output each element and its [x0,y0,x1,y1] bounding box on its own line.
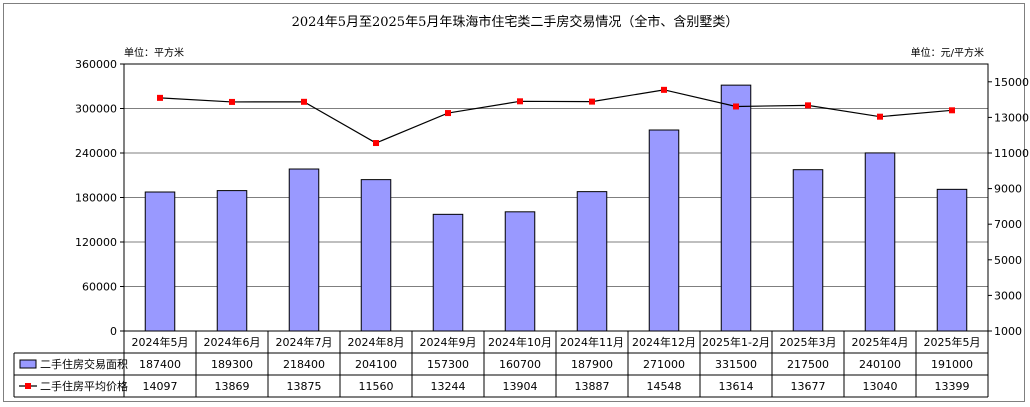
table-cell-area: 189300 [211,358,253,371]
table-cell-price: 11560 [359,380,394,393]
left-tick-label: 0 [110,325,117,338]
legend-label-price: 二手住房平均价格 [40,379,128,393]
price-marker [877,113,883,120]
price-marker [589,98,595,105]
bar [936,188,968,332]
category-label: 2024年10月 [488,335,552,349]
table-cell-area: 331500 [715,358,757,371]
table-cell-price: 13040 [863,380,898,393]
table-cell-area: 217500 [787,358,829,371]
right-tick-label: 13000 [994,111,1029,124]
price-marker [805,102,811,109]
price-marker [157,94,163,101]
bar [144,191,176,332]
category-label: 2024年11月 [560,335,624,349]
bar [216,190,248,332]
bars-group [144,84,968,332]
bar [720,84,752,332]
legend-label-area: 二手住房交易面积 [40,357,128,371]
table-cell-area: 204100 [355,358,397,371]
bar [576,191,608,332]
right-tick-label: 5000 [994,254,1022,267]
table-cell-area: 187400 [139,358,181,371]
table-cell-price: 13244 [431,380,466,393]
right-tick-label: 9000 [994,183,1022,196]
bar [864,152,896,332]
price-marker [517,98,523,105]
table-cell-area: 218400 [283,358,325,371]
price-line [159,89,953,144]
table-cell-price: 13399 [935,380,970,393]
right-tick-label: 3000 [994,289,1022,302]
table-cell-price: 13869 [215,380,250,393]
table-cell-price: 13677 [791,380,826,393]
table-cell-area: 191000 [931,358,973,371]
legend-swatch-area [19,359,37,369]
table-cell-price: 14097 [143,380,178,393]
chart-frame [3,3,1025,402]
right-tick-label: 1000 [994,325,1022,338]
category-label: 2024年6月 [204,335,261,349]
category-label: 2024年5月 [132,335,189,349]
table-cell-area: 271000 [643,358,685,371]
bar [288,168,320,332]
table-cell-price: 13614 [719,380,754,393]
bar [504,211,536,332]
category-label: 2024年7月 [276,335,333,349]
legend-swatch-price-marker [25,383,31,389]
price-marker [229,98,235,105]
price-marker [661,86,667,93]
table-cell-area: 157300 [427,358,469,371]
left-tick-label: 60000 [82,281,117,294]
table-cell-area: 160700 [499,358,541,371]
table-cell-area: 187900 [571,358,613,371]
category-label: 2024年8月 [348,335,405,349]
category-label: 2025年3月 [780,335,837,349]
chart-title: 2024年5月至2025年5月年珠海市住宅类二手房交易情况（全市、含别墅类） [292,14,739,30]
right-tick-label: 11000 [994,147,1029,160]
category-label: 2024年12月 [632,335,696,349]
left-tick-label: 180000 [75,192,117,205]
bar [432,213,464,332]
table-cell-price: 13904 [503,380,538,393]
price-line-group [157,86,955,147]
left-tick-label: 240000 [75,147,117,160]
bar [648,129,680,332]
price-marker [733,103,739,110]
data-table: 2024年5月 2024年6月 2024年7月 2024年8月 2024年9月 2024年… [13,331,989,398]
category-label: 2025年1-2月 [702,335,770,349]
bar [360,179,392,332]
price-marker [949,107,955,114]
category-label: 2024年9月 [420,335,477,349]
left-tick-label: 300000 [75,103,117,116]
table-cell-price: 14548 [647,380,682,393]
price-marker [373,140,379,147]
right-tick-label: 15000 [994,76,1029,89]
right-tick-label: 7000 [994,218,1022,231]
axes-group: 0 60000 120000 180000 240000 300000 360000 1000… [75,58,1029,338]
left-tick-label: 120000 [75,236,117,249]
price-marker [445,110,451,117]
gridlines [123,63,989,332]
table-cell-price: 13887 [575,380,610,393]
right-axis-unit: 单位：元/平方米 [911,46,984,59]
table-cell-price: 13875 [287,380,322,393]
bar [792,169,824,332]
table-cell-area: 240100 [859,358,901,371]
left-axis-unit: 单位：平方米 [124,46,184,59]
category-label: 2025年4月 [852,335,909,349]
left-tick-label: 360000 [75,58,117,71]
category-label: 2025年5月 [924,335,981,349]
price-marker [301,98,307,105]
